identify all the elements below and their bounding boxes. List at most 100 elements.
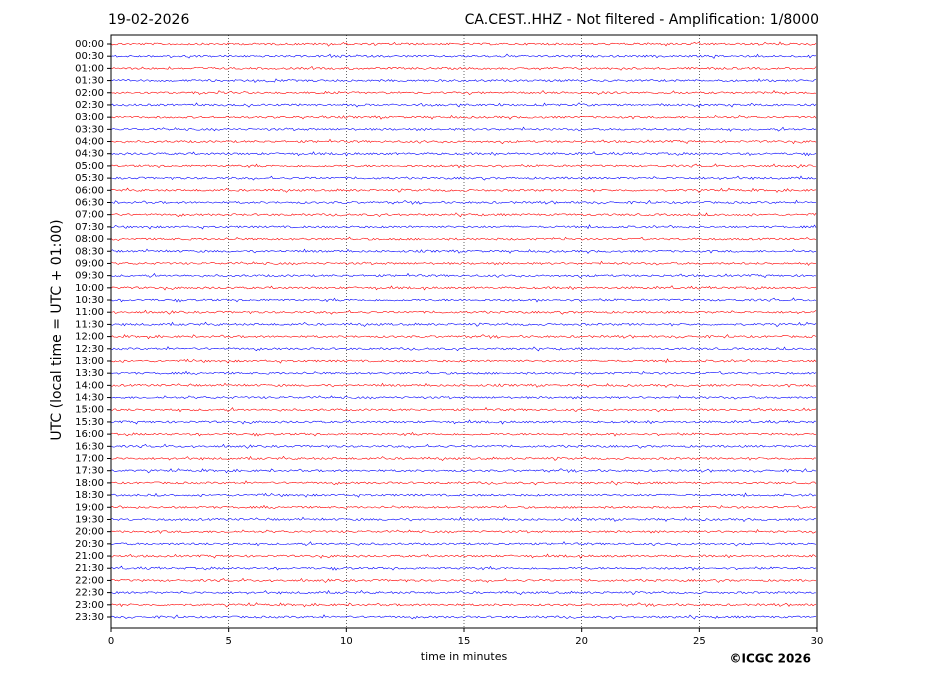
trace bbox=[110, 248, 817, 254]
x-tick-label: 0 bbox=[108, 636, 114, 647]
y-tick-label: 04:00 bbox=[75, 137, 104, 148]
trace bbox=[110, 236, 817, 241]
y-tick-label: 11:00 bbox=[75, 307, 104, 318]
y-tick-label: 18:30 bbox=[75, 490, 104, 501]
trace bbox=[110, 370, 817, 375]
y-tick-label: 19:30 bbox=[75, 514, 104, 525]
trace bbox=[110, 565, 817, 571]
x-tick-label: 30 bbox=[811, 636, 824, 647]
y-tick-label: 06:00 bbox=[75, 185, 104, 196]
y-tick-label: 23:00 bbox=[75, 600, 104, 611]
x-axis-label: time in minutes bbox=[421, 650, 508, 663]
trace bbox=[110, 431, 817, 437]
trace bbox=[110, 212, 817, 218]
y-tick-label: 09:30 bbox=[75, 271, 104, 282]
y-tick-label: 04:30 bbox=[75, 149, 104, 160]
y-tick-label: 08:30 bbox=[75, 246, 104, 257]
trace bbox=[110, 78, 817, 83]
y-tick-label: 13:30 bbox=[75, 368, 104, 379]
trace bbox=[110, 138, 817, 145]
y-tick-label: 08:00 bbox=[75, 234, 104, 245]
y-tick-label: 17:00 bbox=[75, 454, 104, 465]
trace bbox=[110, 358, 817, 364]
y-tick-label: 20:30 bbox=[75, 539, 104, 550]
trace bbox=[110, 126, 817, 132]
x-tick-label: 15 bbox=[458, 636, 471, 647]
trace bbox=[110, 516, 817, 523]
copyright: ©ICGC 2026 bbox=[729, 652, 811, 666]
y-axis-label: UTC (local time = UTC + 01:00) bbox=[49, 219, 65, 440]
y-tick-label: 12:30 bbox=[75, 344, 104, 355]
trace bbox=[110, 419, 817, 425]
trace bbox=[110, 346, 817, 352]
y-tick-label: 05:30 bbox=[75, 173, 104, 184]
trace bbox=[110, 577, 817, 583]
y-tick-label: 10:00 bbox=[75, 283, 104, 294]
trace bbox=[110, 492, 817, 498]
trace bbox=[110, 455, 817, 462]
y-tick-label: 13:00 bbox=[75, 356, 104, 367]
trace bbox=[110, 504, 817, 510]
trace bbox=[110, 394, 817, 400]
y-tick-label: 18:00 bbox=[75, 478, 104, 489]
y-tick-label: 21:30 bbox=[75, 563, 104, 574]
chart-title: CA.CEST..HHZ - Not filtered - Amplificat… bbox=[465, 12, 819, 28]
y-tick-label: 01:30 bbox=[75, 76, 104, 87]
trace bbox=[110, 480, 817, 486]
trace bbox=[110, 553, 817, 559]
y-tick-label: 03:00 bbox=[75, 112, 104, 123]
y-tick-label: 16:00 bbox=[75, 429, 104, 440]
x-tick-label: 25 bbox=[693, 636, 706, 647]
trace bbox=[110, 382, 817, 388]
trace bbox=[110, 297, 817, 303]
y-tick-label: 14:30 bbox=[75, 393, 104, 404]
trace bbox=[110, 224, 817, 230]
x-tick-label: 10 bbox=[340, 636, 353, 647]
y-tick-label: 17:30 bbox=[75, 466, 104, 477]
trace bbox=[110, 41, 817, 47]
trace bbox=[110, 65, 817, 71]
y-tick-label: 22:30 bbox=[75, 588, 104, 599]
y-tick-label: 23:30 bbox=[75, 612, 104, 623]
y-tick-label: 02:30 bbox=[75, 100, 104, 111]
x-tick-label: 5 bbox=[225, 636, 231, 647]
y-tick-label: 22:00 bbox=[75, 575, 104, 586]
y-tick-label: 02:00 bbox=[75, 88, 104, 99]
y-tick-label: 14:00 bbox=[75, 380, 104, 391]
y-tick-label: 00:00 bbox=[75, 39, 104, 50]
y-tick-label: 07:30 bbox=[75, 222, 104, 233]
y-tick-label: 11:30 bbox=[75, 319, 104, 330]
trace bbox=[110, 443, 817, 449]
trace bbox=[110, 468, 817, 474]
y-tick-label: 21:00 bbox=[75, 551, 104, 562]
y-tick-label: 15:00 bbox=[75, 405, 104, 416]
y-tick-label: 06:30 bbox=[75, 197, 104, 208]
plot-area bbox=[110, 35, 817, 628]
trace bbox=[110, 614, 817, 620]
trace bbox=[110, 407, 817, 413]
trace bbox=[110, 309, 817, 315]
trace bbox=[110, 163, 817, 169]
y-tick-label: 09:00 bbox=[75, 258, 104, 269]
y-tick-label: 12:00 bbox=[75, 332, 104, 343]
trace bbox=[110, 90, 817, 95]
date-label: 19-02-2026 bbox=[108, 12, 189, 28]
trace bbox=[110, 589, 817, 596]
y-tick-label: 15:30 bbox=[75, 417, 104, 428]
trace bbox=[110, 541, 817, 547]
y-tick-label: 19:00 bbox=[75, 502, 104, 513]
x-tick-label: 20 bbox=[575, 636, 588, 647]
trace bbox=[110, 334, 817, 340]
y-tick-label: 20:00 bbox=[75, 527, 104, 538]
trace bbox=[110, 102, 817, 108]
trace bbox=[110, 602, 817, 608]
trace bbox=[110, 285, 817, 291]
trace bbox=[110, 175, 817, 181]
trace bbox=[110, 114, 817, 120]
y-tick-label: 16:30 bbox=[75, 441, 104, 452]
y-tick-label: 10:30 bbox=[75, 295, 104, 306]
trace bbox=[110, 321, 817, 327]
trace bbox=[110, 199, 817, 205]
trace bbox=[110, 53, 817, 59]
